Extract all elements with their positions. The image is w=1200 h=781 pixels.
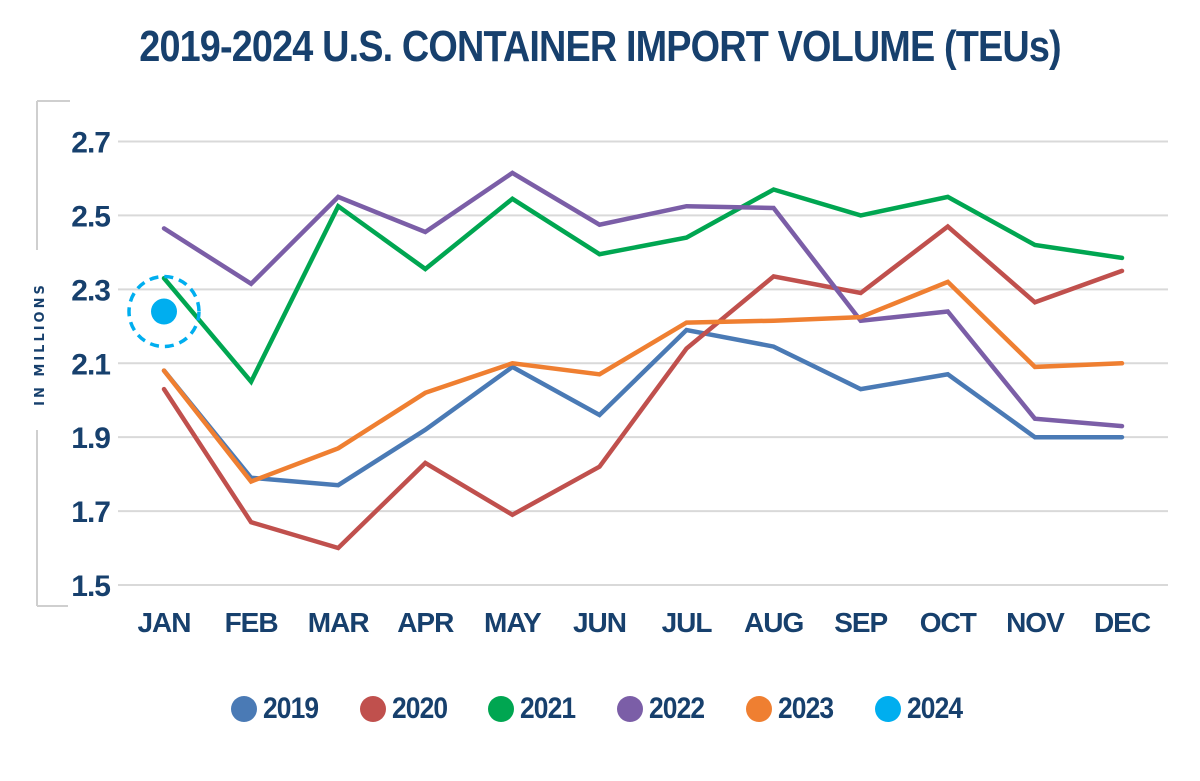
x-tick-labels: JAN FEB MAR APR MAY JUN JUL AUG SEP OCT NOV DEC — [137, 607, 1151, 638]
series-line-2021 — [161, 187, 1125, 386]
y-tick-label: 2.1 — [71, 348, 110, 381]
legend-item-2020: 2020 — [359, 692, 455, 726]
x-tick-label: DEC — [1094, 607, 1151, 638]
y-tick-label: 2.3 — [71, 274, 110, 307]
data-point-2024 — [151, 298, 177, 325]
legend-label: 2022 — [649, 692, 705, 725]
x-tick-label: JAN — [137, 607, 190, 638]
legend-label: 2020 — [391, 692, 448, 725]
y-tick-label: 1.9 — [71, 422, 110, 455]
legend-label: 2021 — [520, 692, 576, 725]
y-tick-label: 1.7 — [71, 496, 110, 529]
x-tick-label: NOV — [1006, 607, 1065, 638]
legend-label: 2024 — [906, 692, 963, 725]
x-tick-label: SEP — [834, 607, 887, 638]
x-tick-label: APR — [397, 607, 454, 638]
series-line-2020 — [161, 223, 1125, 551]
legend-swatch-icon — [617, 696, 643, 722]
legend-swatch-icon — [230, 696, 257, 722]
x-tick-label: FEB — [225, 607, 278, 638]
line-chart: IN MILLIONS 2.7 2.5 2.3 2.1 1.9 1.7 1.5 JAN FEB… — [33, 100, 1168, 638]
legend-label: 2019 — [262, 692, 319, 725]
gridlines — [118, 140, 1168, 586]
x-tick-label: AUG — [744, 607, 803, 638]
highlight-layer — [127, 274, 201, 349]
x-tick-label: JUN — [573, 607, 626, 638]
chart-title: 2019-2024 U.S. CONTAINER IMPORT VOLUME (… — [139, 22, 1061, 71]
legend-swatch-icon — [745, 696, 772, 722]
y-tick-label: 2.5 — [71, 200, 110, 233]
x-tick-label: OCT — [920, 607, 977, 638]
legend-item-2022: 2022 — [617, 692, 712, 726]
legend-item-2024: 2024 — [874, 692, 970, 726]
legend-item-2021: 2021 — [488, 692, 583, 726]
legend-swatch-icon — [874, 696, 901, 722]
y-axis-bracket — [36, 100, 70, 607]
series-line-2022 — [161, 170, 1125, 429]
series-line-2019 — [161, 327, 1125, 488]
x-tick-label: JUL — [662, 607, 713, 638]
legend-swatch-icon — [488, 696, 515, 722]
legend-label: 2023 — [777, 692, 834, 725]
y-axis-label: IN MILLIONS — [33, 282, 48, 406]
x-tick-label: MAY — [484, 607, 542, 638]
y-tick-label: 1.5 — [71, 570, 110, 603]
legend-item-2019: 2019 — [230, 692, 326, 726]
y-tick-labels: 2.7 2.5 2.3 2.1 1.9 1.7 1.5 — [71, 127, 111, 604]
x-tick-label: MAR — [308, 607, 370, 638]
legend-swatch-icon — [359, 696, 386, 722]
highlight-ring-2024 — [127, 274, 201, 349]
series-line-2023 — [161, 279, 1125, 485]
series-lines — [161, 170, 1125, 551]
legend-item-2023: 2023 — [745, 692, 841, 726]
legend: 2019 2020 2021 2022 2023 2024 — [0, 692, 1200, 726]
y-tick-label: 2.7 — [71, 127, 110, 160]
